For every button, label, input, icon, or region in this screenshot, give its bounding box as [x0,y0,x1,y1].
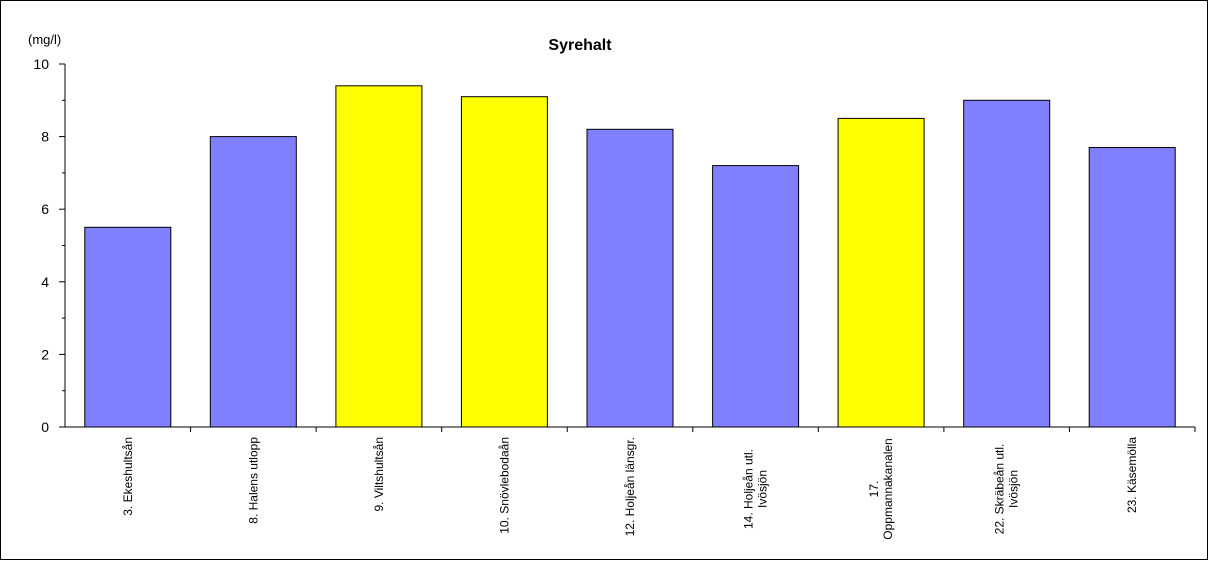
bar-2 [209,136,297,428]
bar-8 [963,99,1051,428]
plot-area: 0 2 4 6 8 10 3. Ekeshultsån 8. Halens utlopp 9. … [33,56,1196,540]
y-axis-unit-label: (mg/l) [28,32,61,47]
bar-6 [712,165,800,428]
x-category-label: 10. Snövlebodaån [497,437,511,534]
bar-9 [1088,147,1176,428]
bar-5 [586,128,674,428]
x-category-label: 14. Holjeån utl.Ivösjön [742,449,770,529]
bar-1 [84,226,172,428]
bar-3 [335,85,423,428]
y-tick-label: 0 [41,419,49,435]
y-tick-label: 6 [41,201,49,217]
x-category-label: 23. Käsemölla [1125,437,1139,513]
y-tick-label: 2 [41,346,49,362]
y-tick-label: 10 [33,56,49,72]
bar-4 [460,96,548,428]
y-tick-label: 4 [41,274,49,290]
x-category-label: 17.Oppmannakanalen [867,438,895,539]
x-category-label: 12. Holjeån länsgr. [623,437,637,536]
bar-7 [837,117,925,428]
chart-title: Syrehalt [548,37,612,54]
y-tick-label: 8 [41,129,49,145]
x-category-label: 9. Viltshultsån [372,437,386,512]
x-category-label: 8. Halens utlopp [246,437,260,524]
x-category-label: 3. Ekeshultsån [121,437,135,516]
x-category-label: 22. Skräbeån utl.Ivösjön [993,444,1021,535]
